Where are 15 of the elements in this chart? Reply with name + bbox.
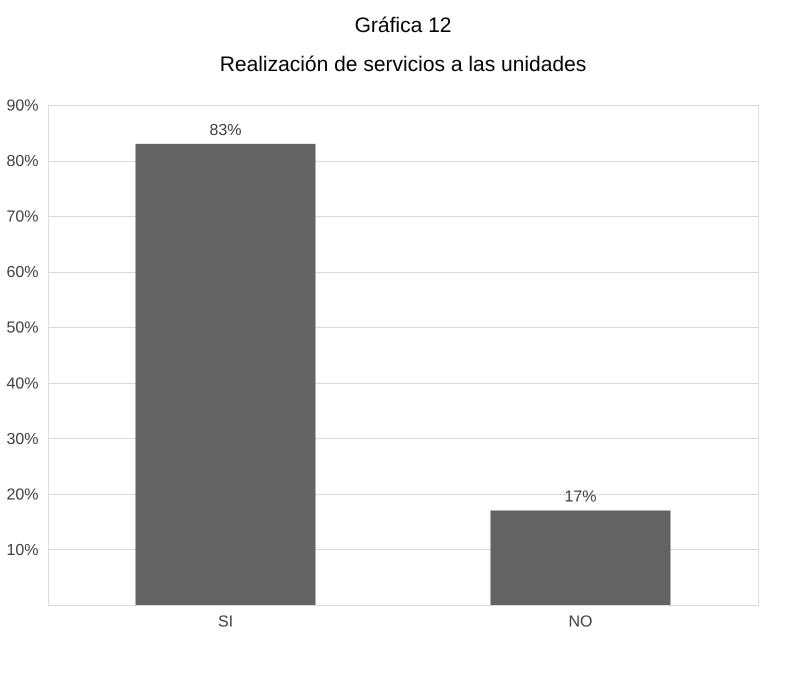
x-tick-label: NO <box>568 614 592 630</box>
y-tick-label: 20% <box>6 486 38 504</box>
y-tick-label: 80% <box>6 153 38 170</box>
chart-subtitle: Realización de servicios a las unidades <box>220 53 586 76</box>
x-tick-label: SI <box>218 614 234 630</box>
y-tick-label: 60% <box>6 264 38 282</box>
y-tick-label: 90% <box>6 98 38 114</box>
chart-title: Gráfica 12 <box>354 14 452 37</box>
data-label: 83% <box>209 122 242 139</box>
y-tick-label: 70% <box>6 208 38 226</box>
y-tick-label: 30% <box>6 430 38 448</box>
y-tick-label: 10% <box>6 542 38 559</box>
data-label: 17% <box>564 488 597 506</box>
y-tick-label: 40% <box>6 375 38 392</box>
y-tick-label: 50% <box>6 320 38 337</box>
